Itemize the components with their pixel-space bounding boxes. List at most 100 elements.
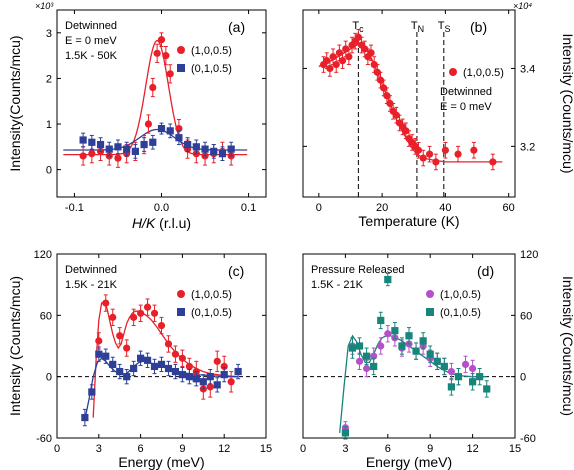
data-point [178, 371, 186, 379]
data-point [367, 49, 375, 57]
legend-marker [426, 308, 434, 316]
legend-entry: (1,0,0.5) [449, 67, 504, 79]
y-tick-label: 120 [520, 249, 538, 261]
data-point [206, 383, 214, 391]
data-point [348, 344, 357, 352]
x-tick-label: 60 [503, 202, 515, 214]
data-point [178, 354, 186, 362]
legend-entry: (0,1,0.5) [177, 307, 232, 319]
data-point [433, 357, 441, 365]
data-point [116, 332, 124, 340]
annotation-text: E = 0 meV [65, 35, 117, 47]
data-point [345, 53, 353, 61]
data-point [373, 68, 381, 76]
annotation-text: E = 0 meV [440, 101, 492, 113]
data-point [335, 49, 343, 57]
data-point [164, 340, 173, 348]
data-point [454, 373, 463, 381]
x-tick-label: 0.1 [241, 202, 256, 214]
data-point [143, 356, 152, 364]
x-axis-label-var: H/K [132, 215, 156, 231]
data-point [116, 367, 124, 376]
data-point [227, 145, 235, 153]
data-point [79, 152, 87, 160]
legend-entry: (0,1,0.5) [177, 63, 232, 75]
legend-label: (1,0,0.5) [463, 67, 504, 79]
panel-label: (a) [228, 19, 245, 35]
data-point [150, 309, 159, 317]
data-point [130, 364, 138, 373]
data-point [398, 342, 406, 350]
data-point [130, 313, 138, 321]
transition-label-sub: S [445, 24, 451, 34]
x-tick-label: 6 [138, 443, 144, 455]
panel-label: (b) [470, 19, 487, 35]
data-point [384, 275, 392, 284]
data-point [109, 360, 117, 368]
data-point [162, 52, 170, 60]
x-tick-label: 15 [260, 443, 272, 455]
data-point [419, 154, 427, 162]
data-point [461, 360, 470, 368]
data-point [432, 158, 440, 166]
annotation-text: Detwinned [65, 20, 117, 32]
data-point [149, 138, 157, 146]
data-point [363, 352, 371, 360]
data-point [184, 140, 192, 149]
data-point [109, 313, 117, 321]
data-point [95, 337, 103, 345]
data-point [332, 60, 340, 69]
data-point [88, 150, 96, 158]
x-tick-label: 9 [427, 443, 433, 455]
data-point [454, 150, 462, 158]
data-point [79, 136, 87, 144]
series--0-1-0-5- [79, 122, 235, 162]
data-point [164, 364, 173, 373]
data-point [157, 124, 166, 133]
legend-entry: (1,0,0.5) [177, 45, 232, 57]
x-axis-label: Energy (meV) [366, 454, 452, 470]
series--1-0-0-5- [319, 28, 497, 171]
x-axis-label: Energy (meV) [118, 454, 204, 470]
data-point [341, 429, 349, 437]
data-point [391, 327, 399, 335]
data-point [361, 45, 369, 53]
data-point [114, 154, 122, 162]
annotation-text: 1.5K - 21K [65, 279, 118, 291]
data-point [370, 362, 378, 371]
data-point [220, 362, 228, 371]
legend-marker [449, 68, 457, 76]
transition-label-main: T [438, 20, 445, 32]
data-point [81, 413, 89, 422]
data-point [412, 347, 420, 355]
panel-d: 0 3 6 9 12 15-60 0 60 120 Energy (meV) Intensity (… [300, 249, 574, 470]
series--1-0-0-5- [95, 294, 235, 400]
y-axis-label: Intensity(Counts/mcu) [7, 35, 23, 171]
data-point [476, 373, 484, 381]
transition-label: TS [438, 20, 451, 34]
data-point [213, 357, 221, 365]
data-point [483, 385, 491, 393]
data-point [201, 145, 209, 153]
data-point [206, 373, 214, 381]
data-point [88, 138, 96, 146]
legend-marker [426, 290, 434, 298]
annotation-text: Detwinned [440, 86, 492, 98]
data-point [175, 134, 183, 142]
transition-label: TN [411, 20, 424, 34]
data-point [469, 378, 477, 386]
data-point [140, 140, 148, 149]
plot-frame [302, 9, 516, 198]
data-point [102, 352, 110, 360]
data-point [355, 342, 364, 350]
data-point [137, 309, 145, 317]
legend-marker [177, 290, 185, 298]
data-point [137, 354, 145, 362]
annotation-text: 1.5K - 21K [311, 279, 364, 291]
data-point [192, 143, 200, 151]
x-tick-label: 20 [376, 202, 388, 214]
data-point [210, 147, 218, 155]
data-point [171, 350, 180, 358]
